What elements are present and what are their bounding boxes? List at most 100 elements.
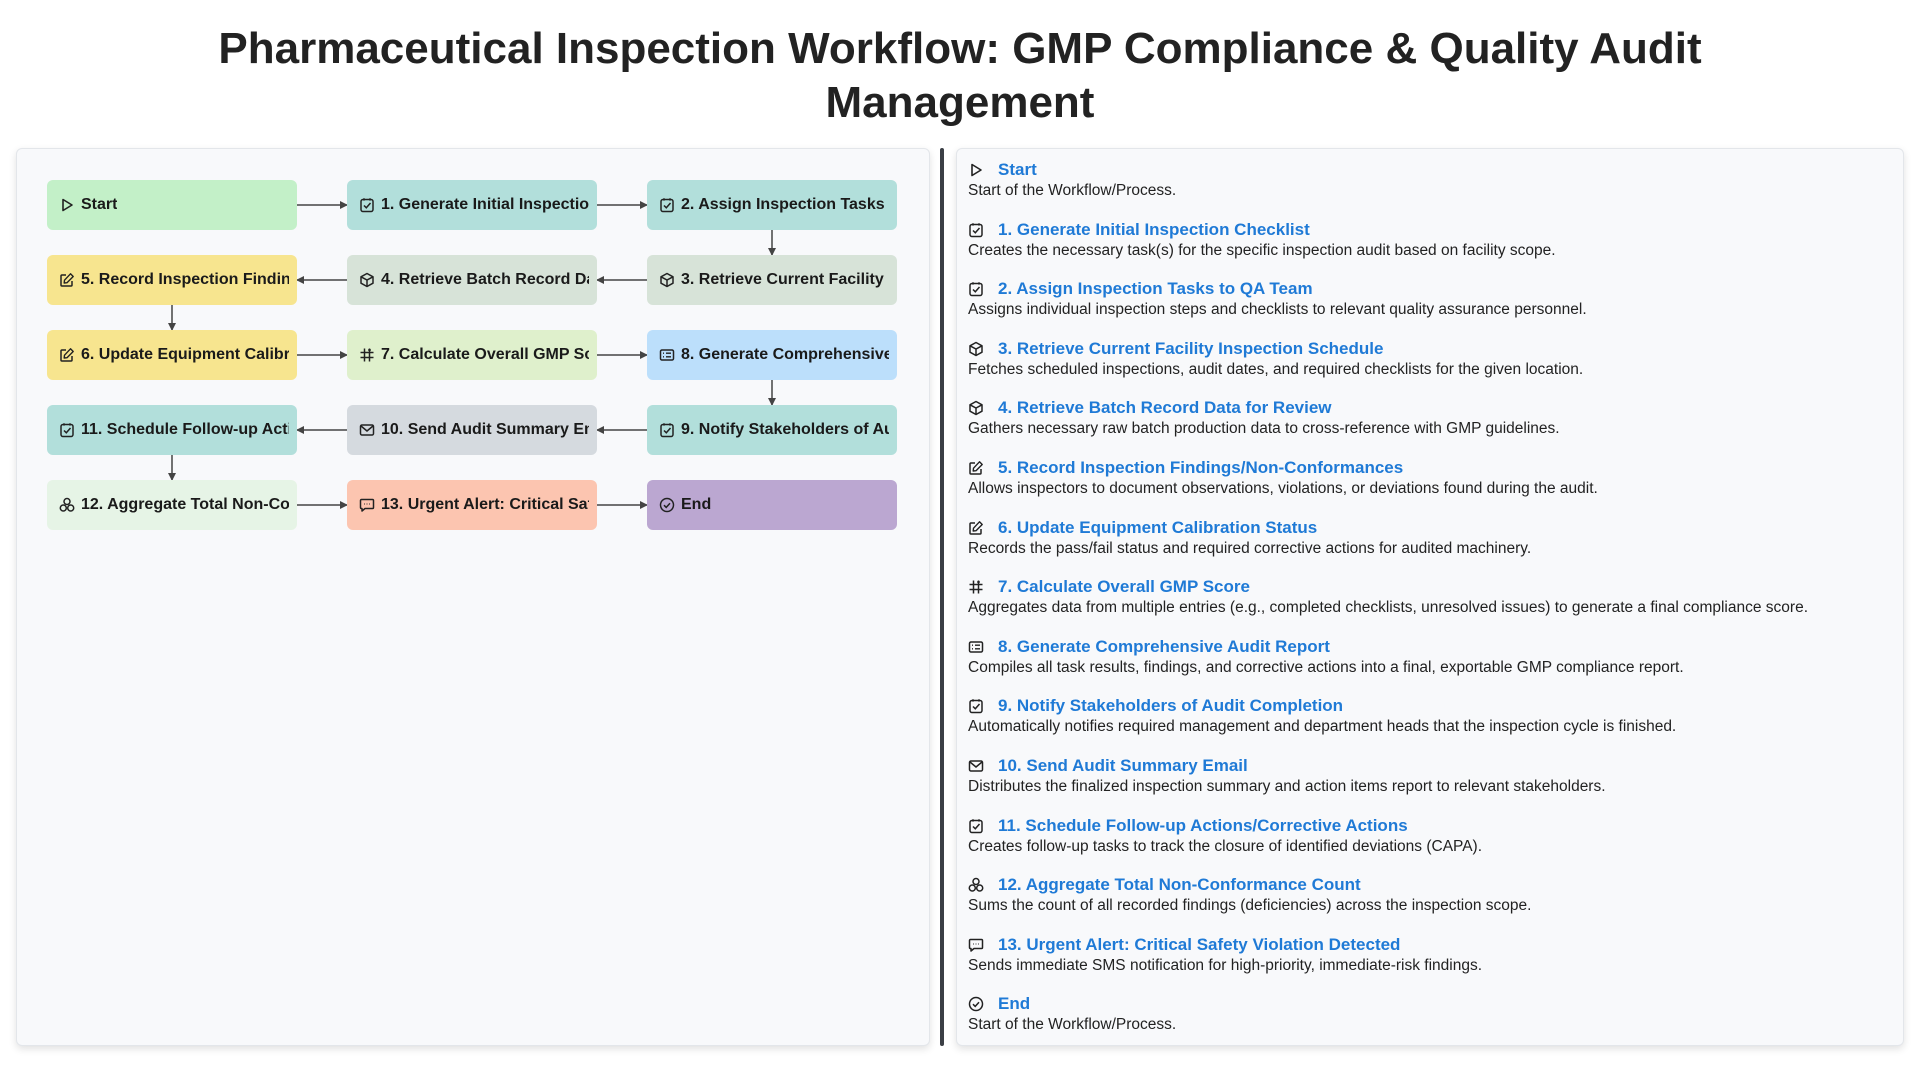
flow-node-label: 10. Send Audit Summary Email bbox=[381, 421, 589, 438]
flow-node-label: 4. Retrieve Batch Record Data for Review bbox=[381, 271, 589, 288]
list-item-title[interactable]: 10. Send Audit Summary Email bbox=[998, 755, 1248, 775]
flow-node-n8[interactable]: 8. Generate Comprehensive Audit Report bbox=[647, 330, 897, 380]
list-item-description: Assigns individual inspection steps and … bbox=[968, 301, 1587, 319]
flow-node-n10[interactable]: 10. Send Audit Summary Email bbox=[347, 405, 597, 455]
flow-node-n6[interactable]: 6. Update Equipment Calibration Status bbox=[47, 330, 297, 380]
list-item-title[interactable]: 13. Urgent Alert: Critical Safety Violat… bbox=[998, 934, 1401, 954]
flow-node-n12[interactable]: 12. Aggregate Total Non-Conformance Coun… bbox=[47, 480, 297, 530]
check-circle-icon bbox=[659, 497, 675, 513]
checkbox-icon bbox=[660, 198, 674, 213]
list-item-description: Creates follow-up tasks to track the clo… bbox=[968, 837, 1483, 855]
list-item-title[interactable]: End bbox=[998, 994, 1031, 1014]
list-item-title[interactable]: 1. Generate Initial Inspection Checklist bbox=[998, 219, 1310, 239]
flow-node-label: End bbox=[681, 496, 712, 513]
cube-icon bbox=[660, 272, 674, 288]
list-item: 9. Notify Stakeholders of Audit Completi… bbox=[968, 696, 1888, 756]
checkbox-icon bbox=[660, 423, 674, 438]
play-icon bbox=[62, 198, 73, 212]
flow-node-n11[interactable]: 11. Schedule Follow-up Actions/Correctiv… bbox=[47, 405, 297, 455]
flow-node-label: Start bbox=[81, 196, 118, 213]
report-icon bbox=[659, 349, 675, 361]
list-item-header: 7. Calculate Overall GMP Score bbox=[968, 577, 1888, 597]
list-item: 2. Assign Inspection Tasks to QA Team Ass… bbox=[968, 279, 1888, 339]
flow-node-n2[interactable]: 2. Assign Inspection Tasks to QA Team bbox=[647, 180, 897, 230]
list-item: 6. Update Equipment Calibration Status Re… bbox=[968, 518, 1888, 578]
flow-node-label: 2. Assign Inspection Tasks to QA Team bbox=[681, 196, 889, 213]
mail-icon bbox=[968, 760, 984, 772]
edit-icon bbox=[60, 273, 74, 287]
flow-node-label: 13. Urgent Alert: Critical Safety Violat… bbox=[381, 496, 589, 513]
list-item-header: Start bbox=[968, 160, 1888, 180]
checkbox-icon bbox=[969, 699, 983, 714]
play-icon bbox=[971, 163, 982, 177]
list-item-title[interactable]: 7. Calculate Overall GMP Score bbox=[998, 577, 1250, 597]
list-item-title[interactable]: Start bbox=[998, 160, 1037, 179]
list-item-title[interactable]: 6. Update Equipment Calibration Status bbox=[998, 517, 1318, 537]
flow-node-label: 11. Schedule Follow-up Actions/Correctiv… bbox=[81, 421, 289, 438]
step-list: Start Start of the Workflow/Process. 1. Ge… bbox=[968, 160, 1888, 1054]
list-item-title[interactable]: 4. Retrieve Batch Record Data for Review bbox=[998, 398, 1332, 418]
flow-node-label: 7. Calculate Overall GMP Score bbox=[381, 346, 589, 363]
flow-node-label: 12. Aggregate Total Non-Conformance Coun… bbox=[81, 496, 289, 513]
list-item-header: 8. Generate Comprehensive Audit Report bbox=[968, 637, 1888, 657]
hash-icon bbox=[360, 348, 374, 362]
panel-divider[interactable] bbox=[940, 148, 944, 1046]
flow-node-n7[interactable]: 7. Calculate Overall GMP Score bbox=[347, 330, 597, 380]
cube-icon bbox=[969, 341, 983, 357]
flow-node-n9[interactable]: 9. Notify Stakeholders of Audit Completi… bbox=[647, 405, 897, 455]
list-item: 11. Schedule Follow-up Actions/Correctiv… bbox=[968, 816, 1888, 876]
list-item: 12. Aggregate Total Non-Conformance Coun… bbox=[968, 875, 1888, 935]
list-item-title[interactable]: 5. Record Inspection Findings/Non-Confor… bbox=[998, 457, 1404, 477]
list-item: 10. Send Audit Summary Email Distributes … bbox=[968, 756, 1888, 816]
cube-icon bbox=[360, 272, 374, 288]
list-item: 4. Retrieve Batch Record Data for Review… bbox=[968, 398, 1888, 458]
list-item-header: 10. Send Audit Summary Email bbox=[968, 756, 1888, 776]
flow-node-label: 8. Generate Comprehensive Audit Report bbox=[681, 346, 889, 363]
flow-node-n13[interactable]: 13. Urgent Alert: Critical Safety Violat… bbox=[347, 480, 597, 530]
list-item-header: 1. Generate Initial Inspection Checklist bbox=[968, 220, 1888, 240]
flow-node-n5[interactable]: 5. Record Inspection Findings/Non-Confor… bbox=[47, 255, 297, 305]
checkbox-icon bbox=[60, 423, 74, 438]
list-item-title[interactable]: 9. Notify Stakeholders of Audit Completi… bbox=[998, 696, 1344, 716]
flow-node-label: 6. Update Equipment Calibration Status bbox=[81, 346, 289, 363]
list-item-description: Gathers necessary raw batch production d… bbox=[968, 420, 1560, 438]
list-item-header: 4. Retrieve Batch Record Data for Review bbox=[968, 398, 1888, 418]
flow-node-n4[interactable]: 4. Retrieve Batch Record Data for Review bbox=[347, 255, 597, 305]
list-item-title[interactable]: 12. Aggregate Total Non-Conformance Coun… bbox=[998, 875, 1361, 895]
cube-icon bbox=[969, 401, 983, 416]
list-item-title[interactable]: 11. Schedule Follow-up Actions/Correctiv… bbox=[998, 815, 1408, 835]
list-item: 3. Retrieve Current Facility Inspection … bbox=[968, 339, 1888, 399]
list-item-header: 11. Schedule Follow-up Actions/Correctiv… bbox=[968, 816, 1888, 836]
list-item-description: Sums the count of all recorded findings … bbox=[968, 897, 1532, 915]
checkbox-icon bbox=[969, 222, 983, 237]
aggregate-icon bbox=[59, 497, 75, 512]
aggregate-icon bbox=[968, 877, 984, 892]
flow-node-label: 3. Retrieve Current Facility Inspection … bbox=[681, 271, 889, 288]
list-item-description: Compiles all task results, findings, and… bbox=[968, 658, 1684, 676]
list-item-header: 12. Aggregate Total Non-Conformance Coun… bbox=[968, 875, 1888, 895]
list-item-description: Distributes the finalized inspection sum… bbox=[968, 777, 1606, 795]
list-item-description: Creates the necessary task(s) for the sp… bbox=[968, 241, 1556, 259]
edit-icon bbox=[969, 520, 983, 535]
list-item-description: Aggregates data from multiple entries (e… bbox=[968, 599, 1809, 617]
checkbox-icon bbox=[360, 198, 374, 213]
list-item-description: Sends immediate SMS notification for hig… bbox=[968, 956, 1482, 974]
list-item: 5. Record Inspection Findings/Non-Confor… bbox=[968, 458, 1888, 518]
list-item-header: 9. Notify Stakeholders of Audit Completi… bbox=[968, 696, 1888, 716]
flow-node-end[interactable]: End bbox=[647, 480, 897, 530]
mail-icon bbox=[359, 424, 375, 436]
list-item-title[interactable]: 8. Generate Comprehensive Audit Report bbox=[998, 636, 1330, 656]
list-item-title[interactable]: 3. Retrieve Current Facility Inspection … bbox=[998, 338, 1384, 358]
list-item-title[interactable]: 2. Assign Inspection Tasks to QA Team bbox=[998, 279, 1313, 299]
checkbox-icon bbox=[969, 282, 983, 297]
list-item-description: Automatically notifies required manageme… bbox=[968, 718, 1677, 736]
edit-icon bbox=[60, 348, 74, 362]
flow-node-n1[interactable]: 1. Generate Initial Inspection Checklist bbox=[347, 180, 597, 230]
list-item-header: 6. Update Equipment Calibration Status bbox=[968, 518, 1888, 538]
flow-node-start[interactable]: Start bbox=[47, 180, 297, 230]
flow-node-label: 1. Generate Initial Inspection Checklist bbox=[381, 196, 589, 213]
list-item: End Start of the Workflow/Process. bbox=[968, 994, 1888, 1054]
list-item-description: Records the pass/fail status and require… bbox=[968, 539, 1532, 557]
list-item-header: 2. Assign Inspection Tasks to QA Team bbox=[968, 279, 1888, 299]
flow-node-n3[interactable]: 3. Retrieve Current Facility Inspection … bbox=[647, 255, 897, 305]
